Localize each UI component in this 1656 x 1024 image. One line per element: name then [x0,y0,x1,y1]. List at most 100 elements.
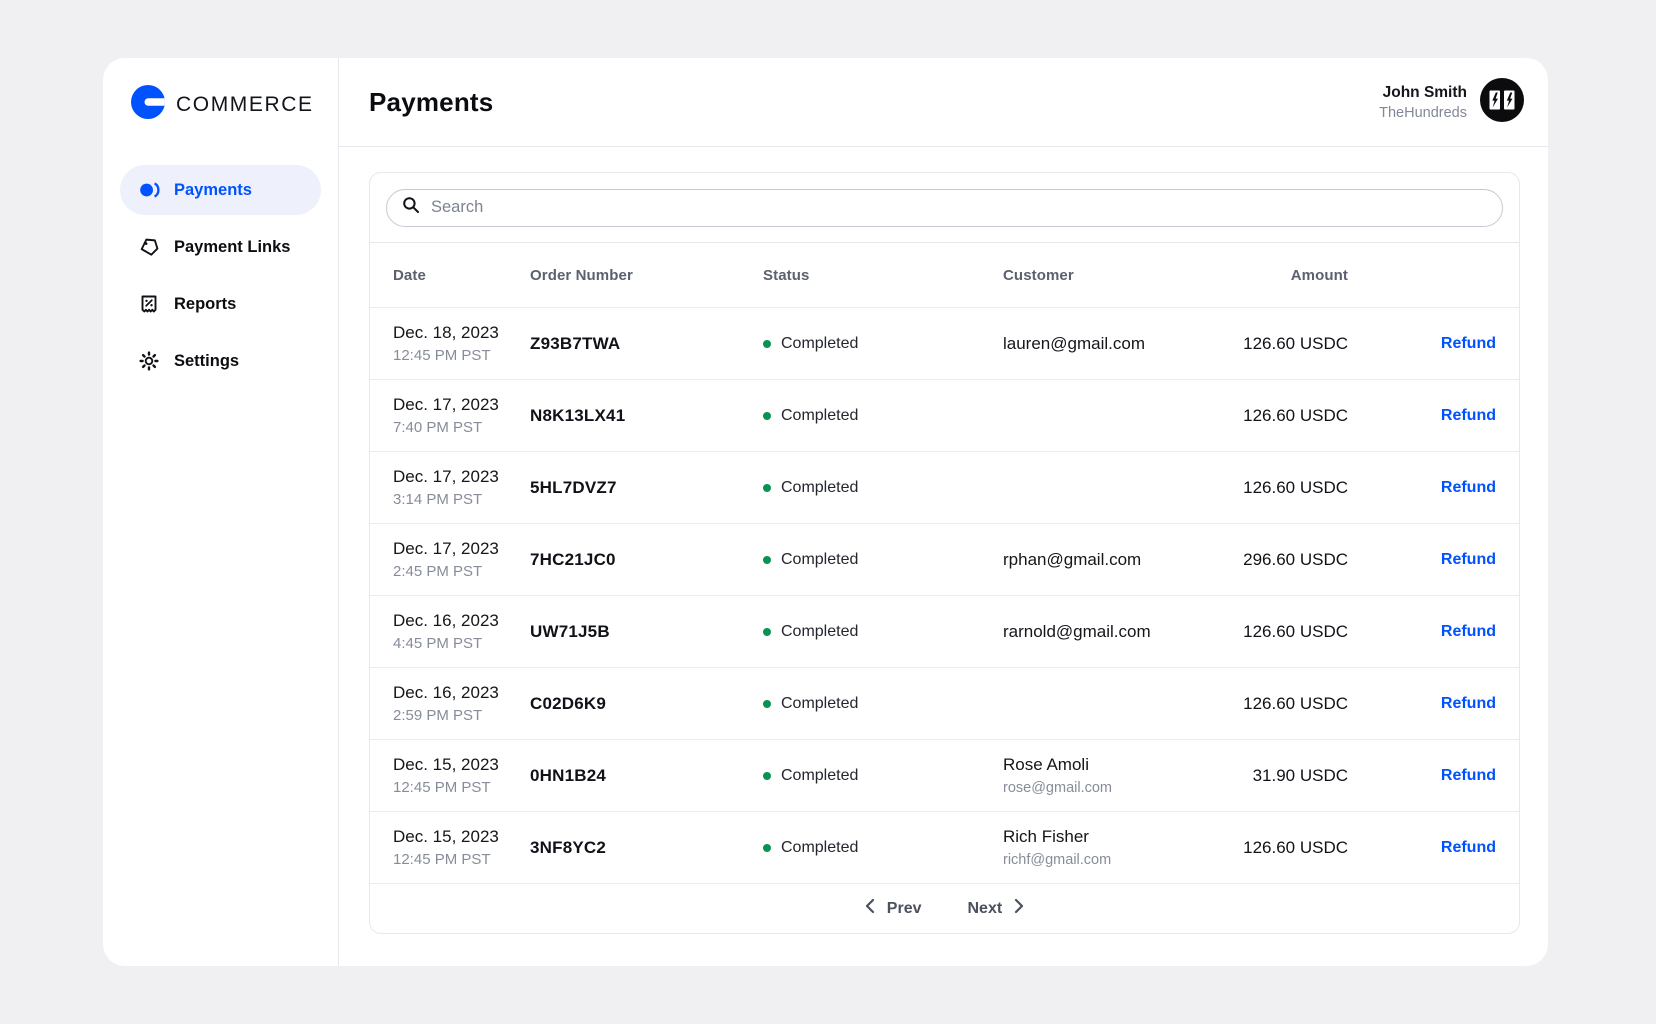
app-card: COMMERCE Payments P [103,58,1548,966]
column-header-status: Status [763,266,810,284]
thehundreds-lightning-avatar[interactable] [1480,77,1524,127]
refund-button[interactable]: Refund [1440,550,1496,568]
status-label: Completed [781,766,859,784]
date-cell: Dec. 17, 2023 7:40 PM PST [393,395,530,436]
payment-date: Dec. 17, 2023 [393,539,499,558]
date-cell: Dec. 18, 2023 12:45 PM PST [393,323,530,364]
status-dot-icon [763,699,771,708]
payment-date: Dec. 17, 2023 [393,395,499,414]
refund-button[interactable]: Refund [1440,334,1496,352]
coinbase-logo-icon [131,85,165,124]
payment-time: 12:45 PM PST [393,347,491,364]
customer-cell: rarnold@gmail.com [1003,622,1235,642]
user-menu[interactable]: John Smith TheHundreds [1379,77,1524,127]
status-label: Completed [781,694,859,712]
table-row: Dec. 15, 2023 12:45 PM PST 3NF8YC2 Compl… [370,811,1519,883]
date-cell: Dec. 15, 2023 12:45 PM PST [393,827,530,868]
amount: 126.60 USDC [1243,405,1348,425]
customer-name: Rich Fisher [1003,827,1089,846]
status-label: Completed [781,622,859,640]
payment-time: 12:45 PM PST [393,779,491,796]
brand-wordmark: COMMERCE [176,92,314,116]
user-org: TheHundreds [1379,104,1467,121]
table-body: Dec. 18, 2023 12:45 PM PST Z93B7TWA Comp… [370,307,1519,883]
refund-button[interactable]: Refund [1440,838,1496,856]
payment-time: 2:59 PM PST [393,707,483,724]
customer-email: rose@gmail.com [1003,780,1112,796]
status-badge: Completed [763,767,1003,785]
main-panel: Payments John Smith TheHundreds [339,58,1548,966]
payment-time: 3:14 PM PST [393,491,483,508]
amount: 31.90 USDC [1252,765,1348,785]
search-input[interactable] [431,198,1487,217]
refund-button[interactable]: Refund [1440,478,1496,496]
status-dot-icon [763,339,771,348]
sidebar-item-settings[interactable]: Settings [120,336,321,386]
next-page-button[interactable]: Next [968,898,1026,919]
search-bar [386,188,1503,227]
column-header-amount: Amount [1290,266,1348,284]
payment-date: Dec. 16, 2023 [393,683,499,702]
receipt-percent-icon [138,293,160,315]
table-row: Dec. 18, 2023 12:45 PM PST Z93B7TWA Comp… [370,307,1519,379]
order-number: Z93B7TWA [530,333,621,353]
payment-time: 2:45 PM PST [393,563,483,580]
top-header: Payments John Smith TheHundreds [339,58,1548,147]
payment-date: Dec. 18, 2023 [393,323,499,342]
date-cell: Dec. 16, 2023 4:45 PM PST [393,611,530,652]
status-badge: Completed [763,335,1003,353]
amount: 126.60 USDC [1243,837,1348,857]
table-row: Dec. 17, 2023 3:14 PM PST 5HL7DVZ7 Compl… [370,451,1519,523]
customer-name: rphan@gmail.com [1003,549,1142,569]
date-cell: Dec. 16, 2023 2:59 PM PST [393,683,530,724]
next-label: Next [967,899,1003,917]
pagination: Prev Next [370,883,1519,933]
prev-page-button[interactable]: Prev [864,898,922,919]
refund-button[interactable]: Refund [1440,694,1496,712]
status-dot-icon [763,411,771,420]
status-label: Completed [781,550,859,568]
chevron-left-icon [864,898,875,919]
customer-cell: Rich Fisher richf@gmail.com [1003,827,1235,868]
sidebar-item-label: Reports [174,294,237,313]
prev-label: Prev [886,899,922,917]
status-dot-icon [763,555,771,564]
table-row: Dec. 17, 2023 2:45 PM PST 7HC21JC0 Compl… [370,523,1519,595]
status-dot-icon [763,843,771,852]
user-name: John Smith [1382,83,1467,101]
order-number: 5HL7DVZ7 [530,477,617,497]
status-badge: Completed [763,551,1003,569]
search-icon [402,196,420,219]
amount: 126.60 USDC [1243,333,1348,353]
sidebar-item-label: Payments [174,180,252,199]
payment-date: Dec. 17, 2023 [393,467,499,486]
payments-panel: Date Order Number Status Customer Amount… [369,172,1520,934]
refund-button[interactable]: Refund [1440,766,1496,784]
payment-date: Dec. 15, 2023 [393,827,499,846]
payment-time: 7:40 PM PST [393,419,483,436]
refund-button[interactable]: Refund [1440,622,1496,640]
table-row: Dec. 16, 2023 4:45 PM PST UW71J5B Comple… [370,595,1519,667]
status-badge: Completed [763,695,1003,713]
sidebar-item-reports[interactable]: Reports [120,279,321,329]
column-header-customer: Customer [1003,266,1074,284]
sidebar-item-payments[interactable]: Payments [120,165,321,215]
status-badge: Completed [763,623,1003,641]
content-area: Date Order Number Status Customer Amount… [339,147,1548,934]
refund-button[interactable]: Refund [1440,406,1496,424]
payment-date: Dec. 16, 2023 [393,611,499,630]
order-number: UW71J5B [530,621,610,641]
order-number: N8K13LX41 [530,405,626,425]
status-dot-icon [763,771,771,780]
sidebar-item-label: Settings [174,351,240,370]
table-row: Dec. 15, 2023 12:45 PM PST 0HN1B24 Compl… [370,739,1519,811]
customer-email: richf@gmail.com [1003,852,1112,868]
order-number: 0HN1B24 [530,765,607,785]
customer-name: lauren@gmail.com [1003,333,1145,353]
page-title: Payments [369,86,494,117]
sidebar-item-payment-links[interactable]: Payment Links [120,222,321,272]
amount: 126.60 USDC [1243,693,1348,713]
customer-cell: lauren@gmail.com [1003,334,1235,354]
customer-cell: rphan@gmail.com [1003,550,1235,570]
amount: 296.60 USDC [1243,549,1348,569]
